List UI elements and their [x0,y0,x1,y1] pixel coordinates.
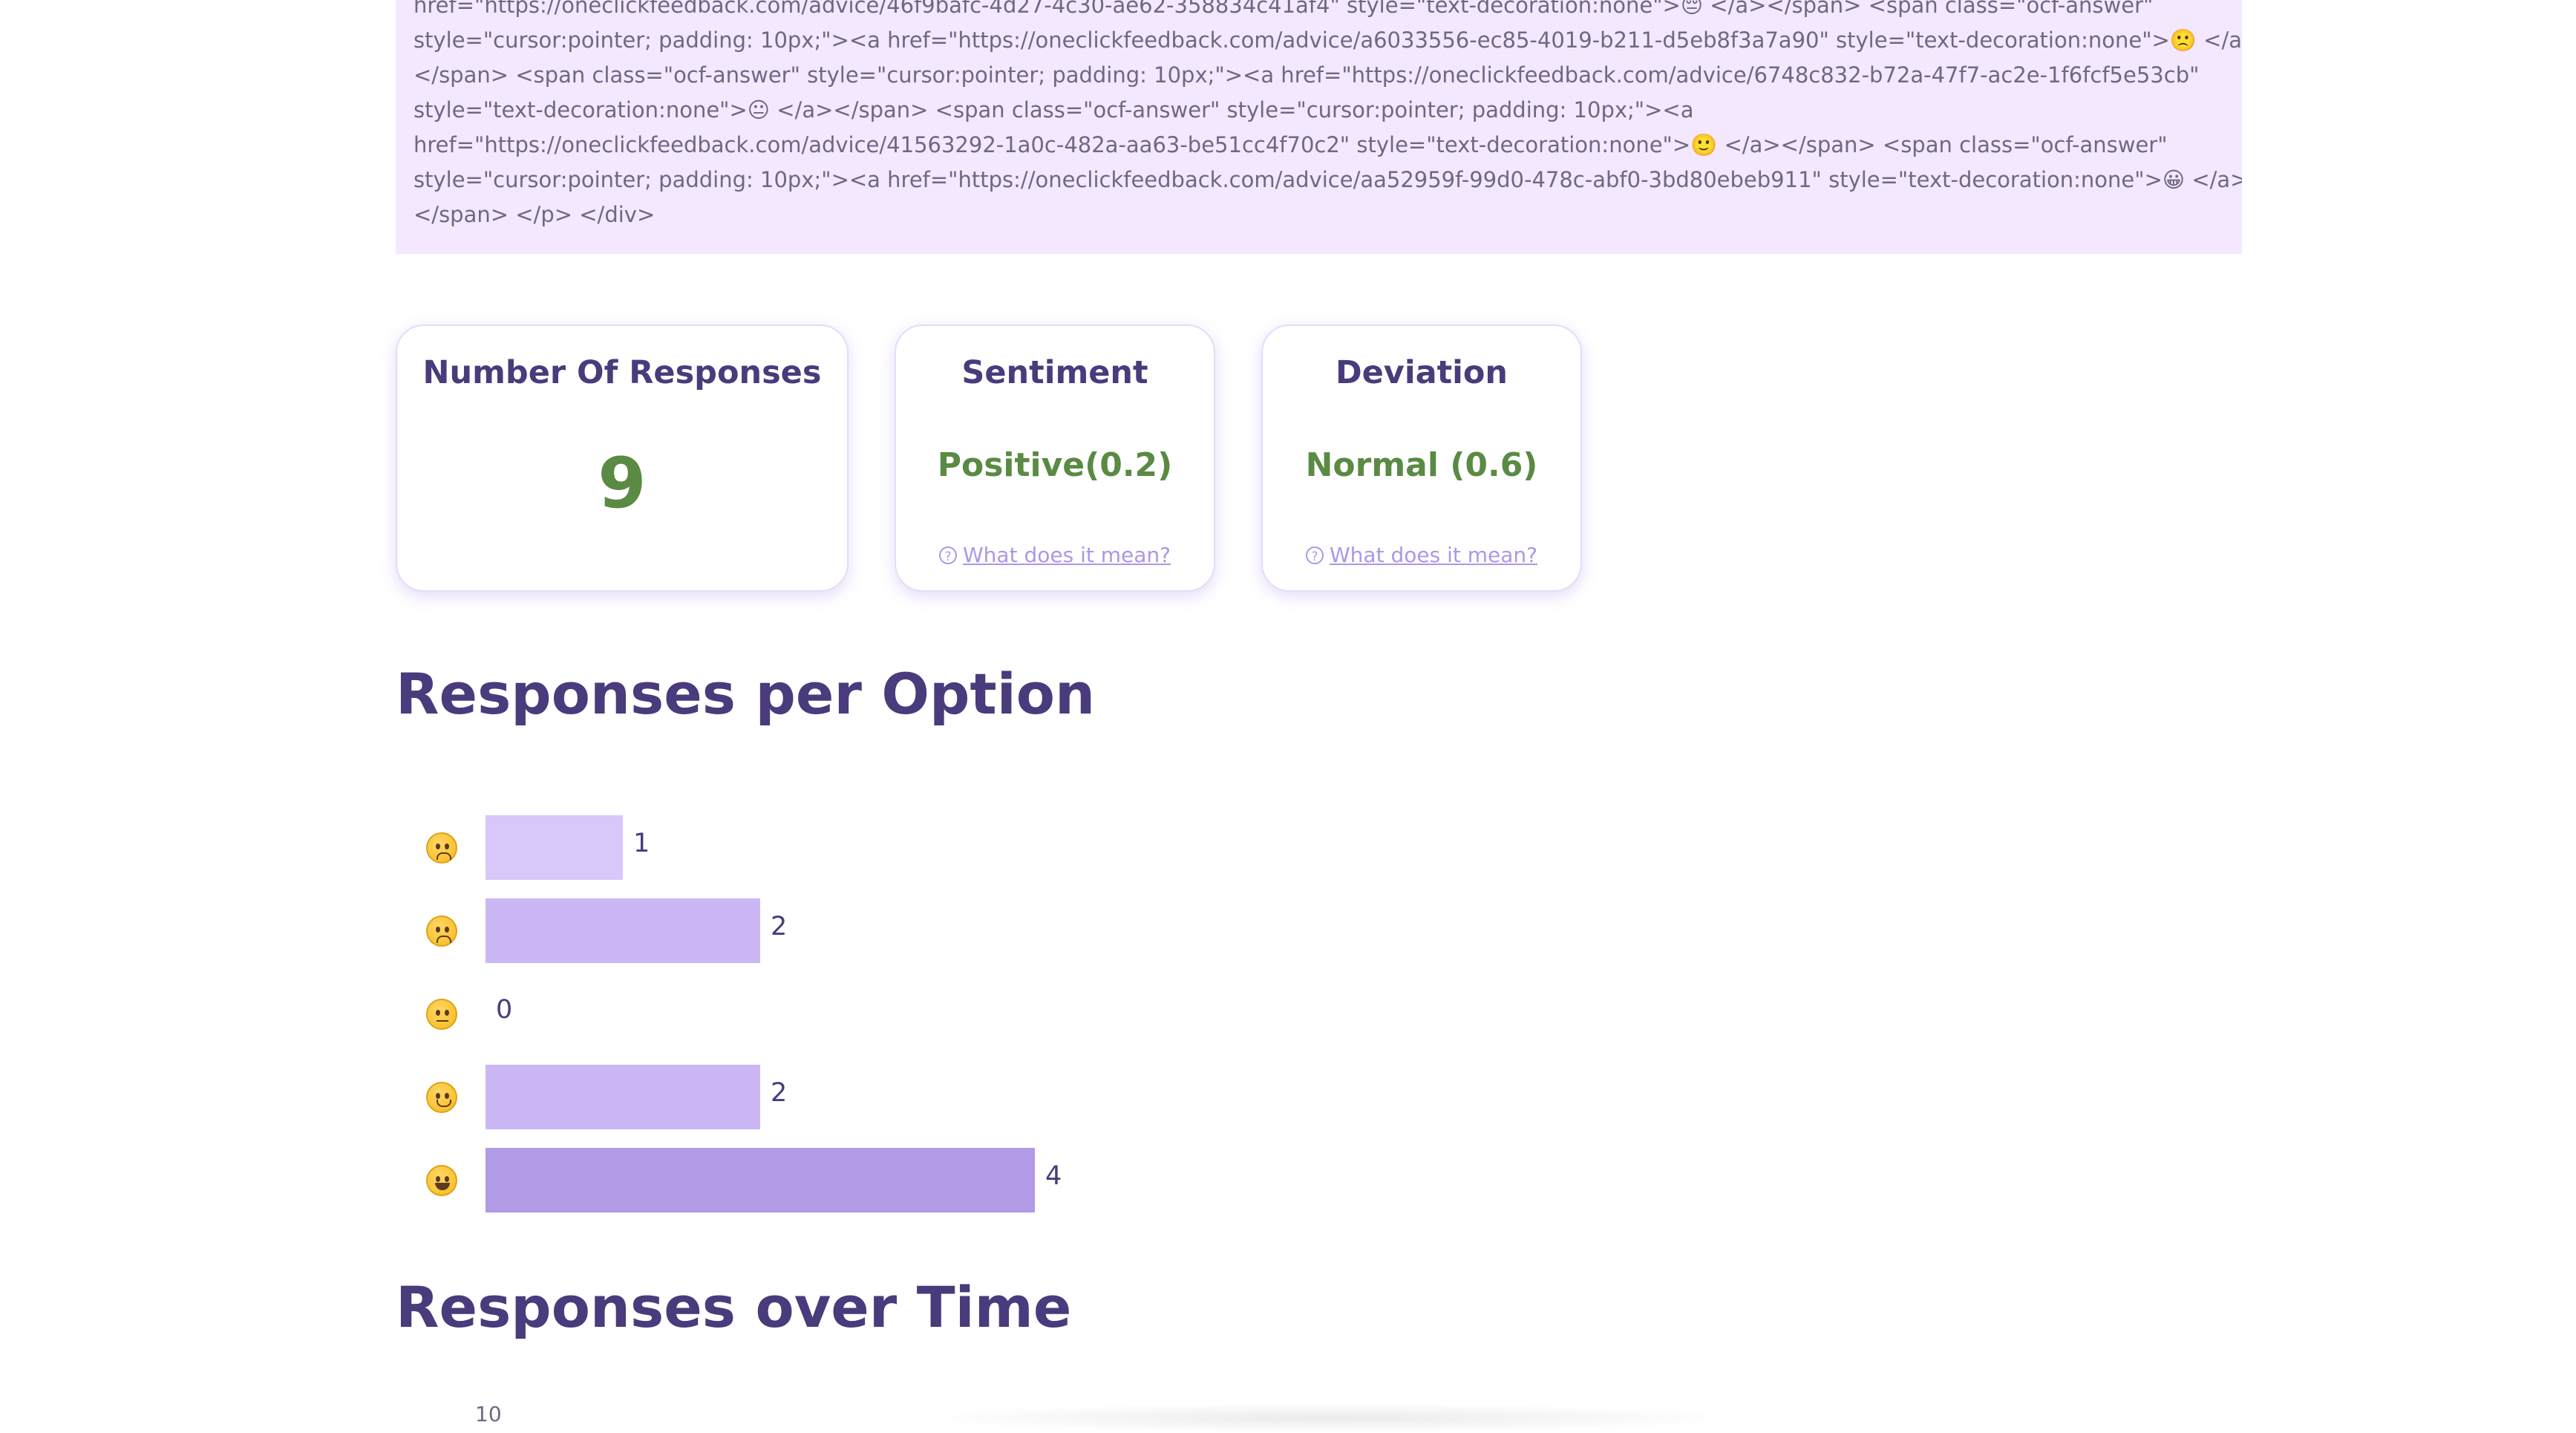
bar-very-sad-face [486,815,623,880]
responses-count: 9 [598,443,647,524]
deviation-card-title: Deviation [1335,354,1508,391]
responses-over-time-heading: Responses over Time [396,1274,1072,1340]
deviation-value: Normal (0.6) [1305,446,1538,484]
code-line: style="cursor:pointer; padding: 10px;"><… [413,27,2242,53]
neutral-face-icon [426,998,457,1030]
deviation-card: Deviation Normal (0.6) ? What does it me… [1261,324,1582,592]
responses-per-option-heading: Responses per Option [396,661,1096,727]
grinning-face-icon [426,1164,457,1196]
code-line: </span> <span class="ocf-answer" style="… [413,62,2200,88]
bar-value-label: 2 [771,1078,788,1108]
sentiment-card-title: Sentiment [961,354,1148,391]
code-line: </span> </p> </div> [413,202,656,227]
deviation-help-text[interactable]: What does it mean? [1329,543,1537,567]
deviation-help-link[interactable]: ? What does it mean? [1263,543,1580,567]
sentiment-help-link[interactable]: ? What does it mean? [896,543,1214,567]
over-time-axis-tick: 10 [475,1402,502,1426]
responses-card-title: Number Of Responses [422,354,822,391]
embed-code-panel: href="https://oneclickfeedback.com/advic… [396,0,2242,254]
bar-smiling-face [486,1065,760,1129]
bar-sad-face [486,898,760,963]
responses-card: Number Of Responses 9 [396,324,849,592]
code-line: href="https://oneclickfeedback.com/advic… [413,0,2154,18]
question-circle-icon: ? [938,546,957,564]
bottom-shadow [913,1403,1745,1433]
bar-value-label: 0 [496,995,513,1025]
sentiment-value: Positive(0.2) [937,446,1173,484]
sad-face-icon [426,915,457,947]
code-line: href="https://oneclickfeedback.com/advic… [413,132,2168,157]
sentiment-help-text[interactable]: What does it mean? [962,543,1171,567]
code-line: style="text-decoration:none">😐 </a></spa… [413,97,1694,123]
very-sad-face-icon [426,832,457,864]
bar-value-label: 4 [1045,1161,1062,1191]
question-circle-icon: ? [1305,546,1324,564]
smiling-face-icon [426,1081,457,1113]
bar-value-label: 1 [633,829,650,858]
code-line: style="cursor:pointer; padding: 10px;"><… [413,167,2242,192]
bar-value-label: 2 [771,912,788,941]
sentiment-card: Sentiment Positive(0.2) ? What does it m… [895,324,1215,592]
bar-grinning-face [486,1148,1035,1212]
